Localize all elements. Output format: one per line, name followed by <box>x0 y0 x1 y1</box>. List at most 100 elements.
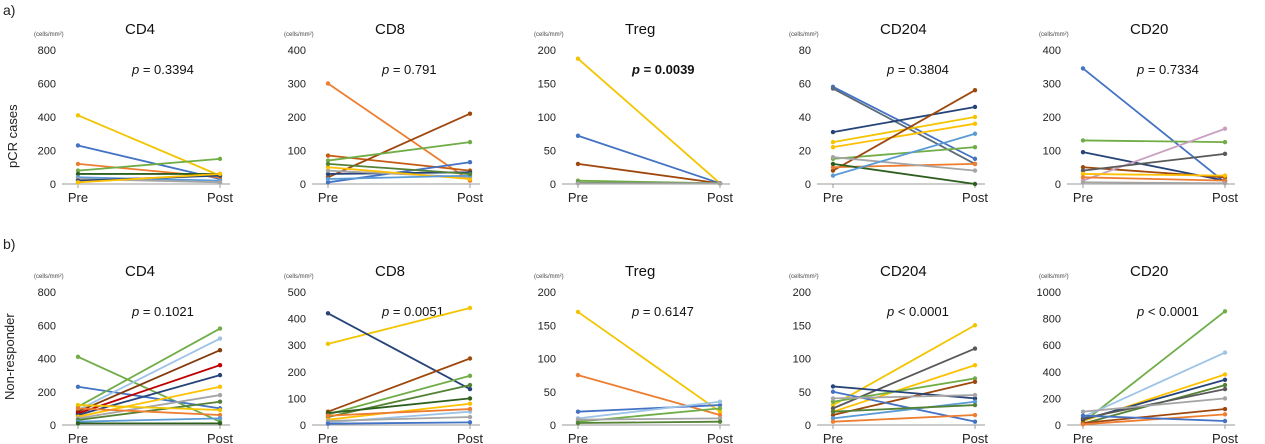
series-segment <box>77 327 221 408</box>
pre-point <box>75 143 81 148</box>
panel-a-treg: (cells/mm²) Treg p = 0.0039 0 50 100 150 200 Pre… <box>534 21 733 205</box>
pre-point <box>325 158 331 163</box>
series-segment <box>77 407 221 416</box>
series-segment <box>1082 139 1226 144</box>
post-point <box>972 114 978 120</box>
y-tick-label: 80 <box>799 45 811 57</box>
panel-b-cd8: (cells/mm²) CD8 p = 0.0051 0 100 200 300 400 500… <box>284 263 483 444</box>
pre-point <box>325 81 331 86</box>
pre-point <box>75 113 81 118</box>
pre-point <box>830 389 836 394</box>
p-value: p < 0.0001 <box>1136 304 1199 319</box>
pre-point <box>325 341 331 347</box>
y-tick-label: 100 <box>288 146 306 158</box>
series-segment <box>327 416 471 422</box>
x-category-label: Pre <box>318 190 338 205</box>
post-point <box>972 392 978 398</box>
p-value: p = 0.791 <box>381 62 437 77</box>
series-segment <box>77 349 221 413</box>
post-point <box>217 392 223 398</box>
y-tick-label: 0 <box>50 420 56 432</box>
panel-b-cd20: (cells/mm²) CD20 p < 0.0001 0 200 400 600 800 10… <box>1037 263 1239 444</box>
series-segment <box>77 385 221 418</box>
post-point <box>1222 181 1228 186</box>
y-tick-label: 150 <box>793 320 811 332</box>
post-point <box>1222 126 1228 131</box>
series-segment <box>577 374 721 416</box>
series-line <box>830 131 978 178</box>
post-point <box>972 88 978 93</box>
x-category-label: Pre <box>823 190 843 205</box>
pre-point <box>830 144 836 150</box>
series-segment <box>77 417 221 423</box>
pre-point <box>75 168 81 173</box>
post-point <box>717 181 723 186</box>
y-tick-label: 400 <box>38 354 56 366</box>
unit-label: (cells/mm²) <box>534 32 564 38</box>
series-line <box>575 181 723 186</box>
x-category-label: Post <box>707 431 733 444</box>
post-point <box>717 412 723 418</box>
y-tick-label: 200 <box>1043 112 1061 124</box>
post-point <box>972 168 978 173</box>
series-segment <box>77 374 221 416</box>
series-segment <box>327 312 471 390</box>
pre-point <box>1080 165 1086 170</box>
pre-point <box>325 311 331 316</box>
series-segment <box>577 58 721 185</box>
pre-point <box>830 416 836 421</box>
y-tick-label: 0 <box>550 179 556 191</box>
post-point <box>1222 418 1228 424</box>
x-category-label: Pre <box>68 190 88 205</box>
series-line <box>575 309 723 414</box>
pre-point <box>830 384 836 389</box>
pre-point <box>575 372 581 378</box>
series-segment <box>832 400 976 420</box>
x-category-label: Post <box>707 190 733 205</box>
panel-title: Treg <box>625 263 655 280</box>
post-point <box>972 131 978 136</box>
row-b-letter: b) <box>3 236 16 252</box>
pre-point <box>830 419 836 424</box>
y-tick-label: 400 <box>288 45 306 57</box>
pre-point <box>830 129 836 135</box>
y-tick-label: 800 <box>38 45 56 57</box>
pre-point <box>830 165 836 170</box>
pre-point <box>1080 171 1086 177</box>
post-point <box>467 176 473 182</box>
pre-point <box>830 409 836 414</box>
post-point <box>467 420 473 425</box>
pre-point <box>830 399 836 404</box>
series-line <box>75 406 223 418</box>
y-tick-label: 100 <box>793 354 811 366</box>
series-segment <box>327 357 471 413</box>
series-line <box>75 156 223 173</box>
y-tick-label: 200 <box>538 287 556 299</box>
series-segment <box>832 394 976 400</box>
y-tick-label: 200 <box>38 146 56 158</box>
pre-point <box>575 56 581 61</box>
series-line <box>830 121 978 150</box>
pre-point <box>325 161 331 167</box>
y-tick-label: 200 <box>1043 393 1061 405</box>
post-point <box>972 346 978 351</box>
y-tick-label: 50 <box>544 146 556 158</box>
post-point <box>1222 386 1228 392</box>
y-tick-label: 300 <box>1043 79 1061 91</box>
post-point <box>1222 412 1228 417</box>
series-segment <box>1082 414 1226 422</box>
y-tick-label: 20 <box>799 146 811 158</box>
series-line <box>830 379 978 418</box>
series-segment <box>77 157 221 172</box>
series-segment <box>1082 351 1226 418</box>
post-point <box>217 372 223 378</box>
series-segment <box>327 408 471 417</box>
pre-point <box>575 309 581 315</box>
series-segment <box>832 414 976 423</box>
x-category-label: Pre <box>823 431 843 444</box>
pre-point <box>325 176 331 182</box>
series-line <box>1080 171 1228 178</box>
post-point <box>972 419 978 424</box>
pre-point <box>75 384 81 389</box>
post-point <box>717 406 723 411</box>
